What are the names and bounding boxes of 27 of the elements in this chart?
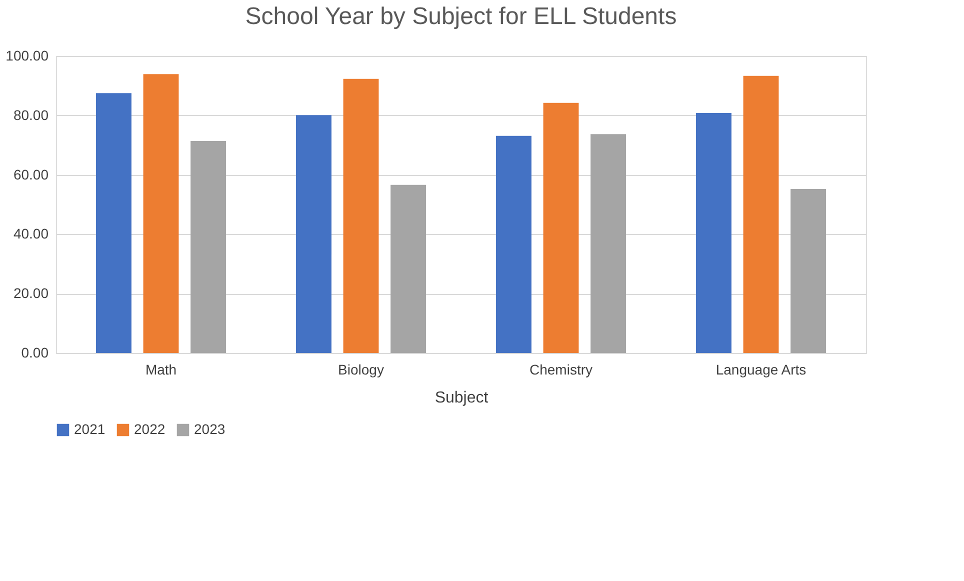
x-axis-title: Subject — [434, 390, 489, 406]
bar — [496, 136, 532, 353]
bar — [543, 102, 579, 353]
bar — [96, 93, 132, 353]
x-tick-label: Chemistry — [529, 362, 593, 378]
bar — [343, 78, 379, 353]
y-tick-label: 100.00 — [6, 48, 49, 64]
legend-label: 2021 — [74, 421, 106, 437]
x-tick-label: Biology — [338, 362, 384, 378]
y-tick-label: 40.00 — [13, 226, 49, 242]
chart-title: School Year by Subject for ELL Students — [245, 3, 677, 30]
bar — [696, 113, 732, 353]
bar — [790, 189, 826, 353]
bar — [143, 74, 179, 353]
legend-label: 2023 — [194, 421, 226, 437]
x-tick-label: Language Arts — [716, 362, 806, 378]
bar — [590, 134, 626, 353]
y-tick-label: 0.00 — [21, 344, 49, 360]
bar — [743, 76, 779, 353]
y-tick-label: 20.00 — [13, 285, 49, 302]
y-tick-label: 80.00 — [13, 106, 49, 123]
x-tick-label: Math — [145, 362, 177, 378]
bar — [190, 140, 226, 353]
bar — [296, 115, 332, 353]
bar — [390, 184, 426, 353]
y-tick-label: 60.00 — [13, 166, 49, 182]
legend-label: 2022 — [134, 421, 166, 437]
